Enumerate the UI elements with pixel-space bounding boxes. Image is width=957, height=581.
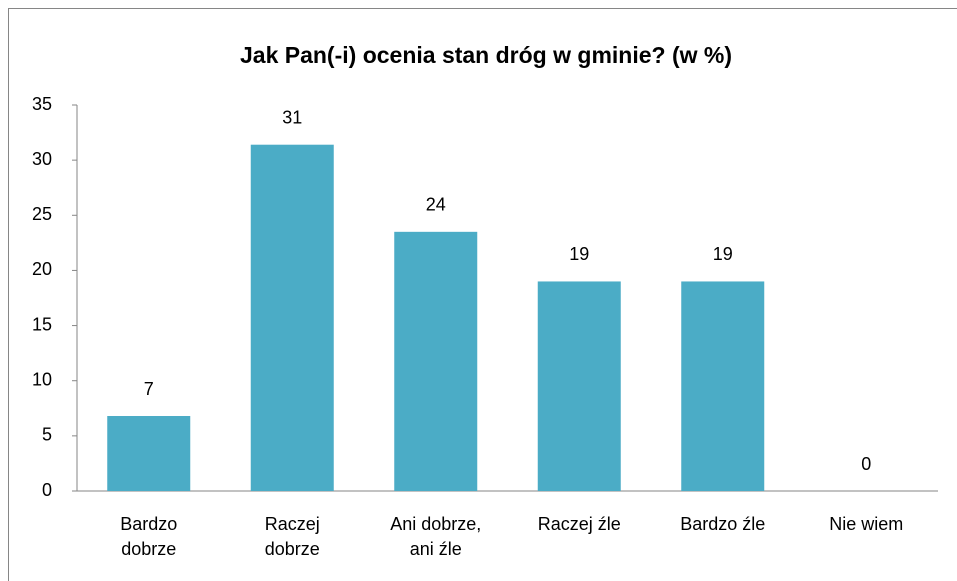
- y-tick-label: 15: [32, 314, 52, 334]
- y-tick-label: 35: [32, 94, 52, 114]
- x-tick-label: Ani dobrze, ani źle: [390, 514, 482, 559]
- bar: [681, 281, 765, 491]
- y-tick-label: 10: [32, 369, 52, 389]
- bar: [107, 416, 191, 491]
- data-label: 7: [144, 379, 154, 399]
- data-label: 31: [282, 107, 302, 127]
- y-tick-label: 0: [42, 480, 52, 500]
- data-label: 19: [569, 244, 589, 264]
- x-tick-label: Nie wiem: [829, 514, 904, 534]
- bar: [250, 144, 334, 491]
- y-tick-label: 25: [32, 204, 52, 224]
- x-tick-label: Bardzo dobrze: [120, 514, 178, 559]
- data-label: 19: [713, 244, 733, 264]
- data-label: 0: [861, 454, 871, 474]
- chart-border: [8, 8, 957, 581]
- y-tick-label: 5: [42, 425, 52, 445]
- x-tick-label: Raczej dobrze: [264, 514, 320, 559]
- x-tick-label: Raczej źle: [537, 514, 621, 534]
- bar: [394, 231, 478, 492]
- data-label: 24: [426, 195, 446, 215]
- y-tick-label: 20: [32, 259, 52, 279]
- chart-title: Jak Pan(-i) ocenia stan dróg w gminie? (…: [240, 42, 732, 68]
- x-tick-label: Bardzo źle: [680, 514, 766, 534]
- y-tick-label: 30: [32, 149, 52, 169]
- bar: [537, 281, 621, 491]
